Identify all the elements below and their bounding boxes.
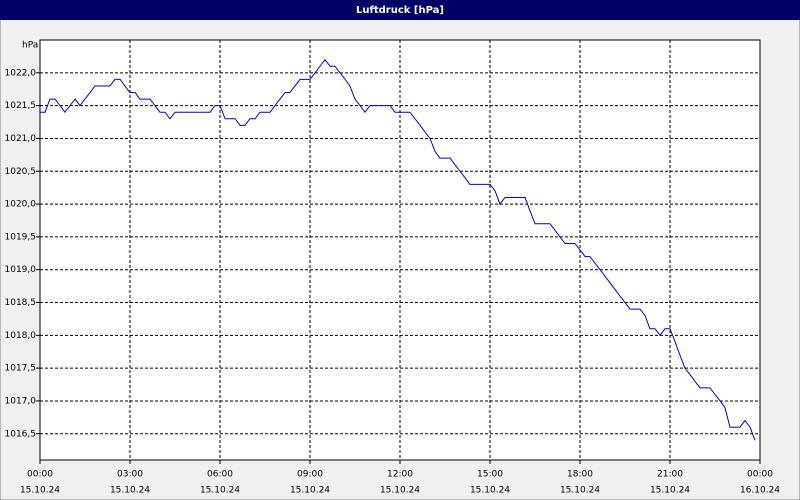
x-tick-label: 00:00 xyxy=(27,470,53,480)
title-bar xyxy=(0,0,800,20)
x-tick-date: 15.10.24 xyxy=(20,486,60,496)
y-tick-label: 1020,0 xyxy=(5,200,37,210)
line-series xyxy=(40,58,756,441)
x-tick-label: 03:00 xyxy=(117,470,143,480)
x-tick-date: 15.10.24 xyxy=(560,486,600,496)
x-tick-date: 15.10.24 xyxy=(650,486,690,496)
y-tick-label: 1020,5 xyxy=(5,167,37,177)
y-tick-label: 1021,0 xyxy=(5,134,37,144)
y-tick-label: 1019,0 xyxy=(5,265,37,275)
x-tick-label: 15:00 xyxy=(477,470,503,480)
y-unit: hPa xyxy=(22,41,38,51)
plot-border xyxy=(39,39,761,461)
y-tick-label: 1018,5 xyxy=(5,298,37,308)
y-tick-label: 1019,5 xyxy=(5,232,37,242)
x-tick-date: 16.10.24 xyxy=(740,486,780,496)
x-tick-label: 18:00 xyxy=(567,470,593,480)
x-tick-date: 15.10.24 xyxy=(200,486,240,496)
x-tick-date: 15.10.24 xyxy=(470,486,510,496)
x-tick-date: 15.10.24 xyxy=(290,486,330,496)
x-tick-date: 15.10.24 xyxy=(380,486,420,496)
y-tick-label: 1017,5 xyxy=(5,364,37,374)
x-tick-label: 21:00 xyxy=(657,470,683,480)
y-tick-label: 1017,0 xyxy=(5,396,37,406)
y-tick-label: 1021,5 xyxy=(5,101,37,111)
x-tick-label: 12:00 xyxy=(387,470,413,480)
x-tick-label: 00:00 xyxy=(747,470,773,480)
chart-title: Luftdruck [hPa] xyxy=(356,5,444,16)
x-tick-label: 09:00 xyxy=(297,470,323,480)
y-tick-label: 1022,0 xyxy=(5,68,37,78)
x-tick-label: 06:00 xyxy=(207,470,233,480)
x-tick-date: 15.10.24 xyxy=(110,486,150,496)
y-tick-label: 1018,0 xyxy=(5,331,37,341)
y-tick-label: 1016,5 xyxy=(5,429,37,439)
